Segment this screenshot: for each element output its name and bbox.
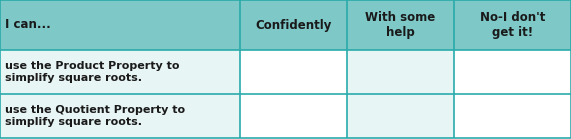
Bar [0,94,240,138]
Bar [240,94,347,138]
Text: With some
help: With some help [365,11,436,39]
Bar [454,94,571,138]
Text: use the Product Property to
simplify square roots.: use the Product Property to simplify squ… [5,61,179,83]
Bar [0,50,240,94]
Bar [454,0,571,50]
Bar [347,94,454,138]
Text: I can...: I can... [5,18,51,32]
Text: Confidently: Confidently [255,18,332,32]
Bar [240,50,347,94]
Text: No-I don't
get it!: No-I don't get it! [480,11,545,39]
Bar [240,0,347,50]
Bar [454,50,571,94]
Bar [347,0,454,50]
Text: use the Quotient Property to
simplify square roots.: use the Quotient Property to simplify sq… [5,105,185,127]
Bar [347,50,454,94]
Bar [0,0,240,50]
